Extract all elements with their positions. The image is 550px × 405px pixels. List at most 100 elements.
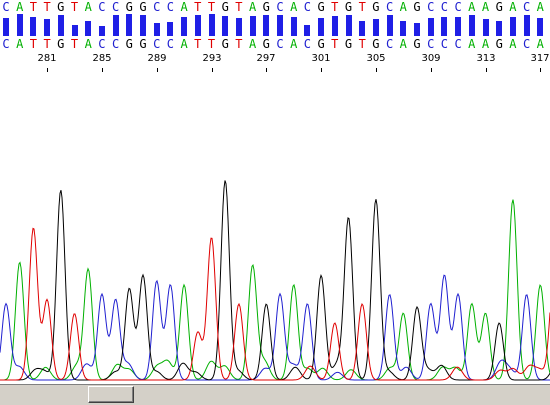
base-letter: G [139,37,147,51]
base-letter: C [303,0,311,14]
base-letter: C [522,0,531,14]
quality-bar [153,23,160,36]
base-letter: C [111,37,120,51]
position-label: 297 [256,53,276,64]
position-label: 305 [366,53,386,64]
base-letter: T [43,37,51,51]
base-letter: A [399,37,407,51]
base-letter: G [125,37,133,51]
base-letter: C [166,0,174,14]
position-tick [540,68,541,72]
t-trace-line [0,227,550,381]
base-letter: T [70,37,79,51]
base-letter: C [166,37,174,51]
base-letter: T [331,0,339,14]
quality-bar [3,18,9,36]
base-letter: A [509,37,517,51]
quality-bar [140,15,146,36]
base-letter: C [2,0,10,14]
position-tick [102,68,103,72]
quality-bar [277,15,283,36]
quality-bar [71,25,78,36]
base-letter: A [248,37,257,51]
position-label: 289 [147,53,167,64]
quality-bar [126,14,133,36]
quality-bar [414,23,420,36]
base-letter: A [468,37,476,51]
quality-bar [400,21,407,36]
quality-bar [523,15,530,36]
quality-bar [537,18,544,36]
base-letter: A [536,37,544,51]
base-letter: C [522,37,531,51]
scroll-thumb[interactable] [88,386,134,403]
base-letter: A [399,0,407,14]
quality-bar [441,17,448,36]
position-tick [321,68,322,72]
position-tick [431,68,432,72]
base-letter: G [57,0,65,14]
base-letter: G [57,37,65,51]
base-letter: G [372,37,380,51]
quality-bar [468,15,475,36]
base-letter: G [317,37,325,51]
base-letter: G [413,37,421,51]
base-letter: G [344,37,353,51]
quality-bar [57,15,64,36]
base-letter: C [276,37,284,51]
quality-bar [331,16,338,36]
quality-bar [304,25,311,36]
quality-bar [290,17,297,36]
quality-bar [194,15,201,36]
position-tick [47,68,48,72]
base-letter: A [180,0,188,14]
position-label: 317 [530,53,550,64]
base-letter: T [194,0,202,14]
quality-bar [167,22,174,36]
a-trace-line [0,199,550,381]
base-letter: A [509,0,517,14]
base-letter: T [29,37,37,51]
quality-bar [30,17,37,36]
base-letter: T [29,0,37,14]
g-trace-line [0,180,550,381]
base-letter: G [221,0,229,14]
base-letter: C [440,0,448,14]
quality-bar [359,21,366,36]
base-letter: G [317,0,325,14]
base-letter: C [98,37,106,51]
base-letter: C [276,0,284,14]
base-letter: G [125,0,133,14]
base-letter: T [70,0,79,14]
quality-bar [318,18,325,36]
position-tick [212,68,213,72]
quality-bar [112,15,119,36]
quality-bar [386,15,393,36]
quality-bar [222,16,229,36]
base-letter: C [111,0,120,14]
position-tick [376,68,377,72]
position-label: 281 [37,53,57,64]
position-label: 285 [92,53,112,64]
base-letter: G [344,0,353,14]
base-letter: T [207,37,216,51]
base-letter: A [84,0,92,14]
base-letter: G [262,37,270,51]
horizontal-scrollbar[interactable] [0,384,550,405]
base-letter: A [290,0,298,14]
base-letter: T [235,0,243,14]
base-letter: G [413,0,421,14]
base-letter: T [194,37,202,51]
base-letter: A [84,37,92,51]
base-letter: C [427,0,435,14]
base-letter: T [235,37,243,51]
base-letter: G [139,0,147,14]
quality-bar [345,15,352,36]
trace-plot [0,180,550,381]
quality-bar [85,21,92,36]
base-letter: C [454,0,462,14]
quality-bar [16,14,23,36]
quality-bar [455,17,462,36]
